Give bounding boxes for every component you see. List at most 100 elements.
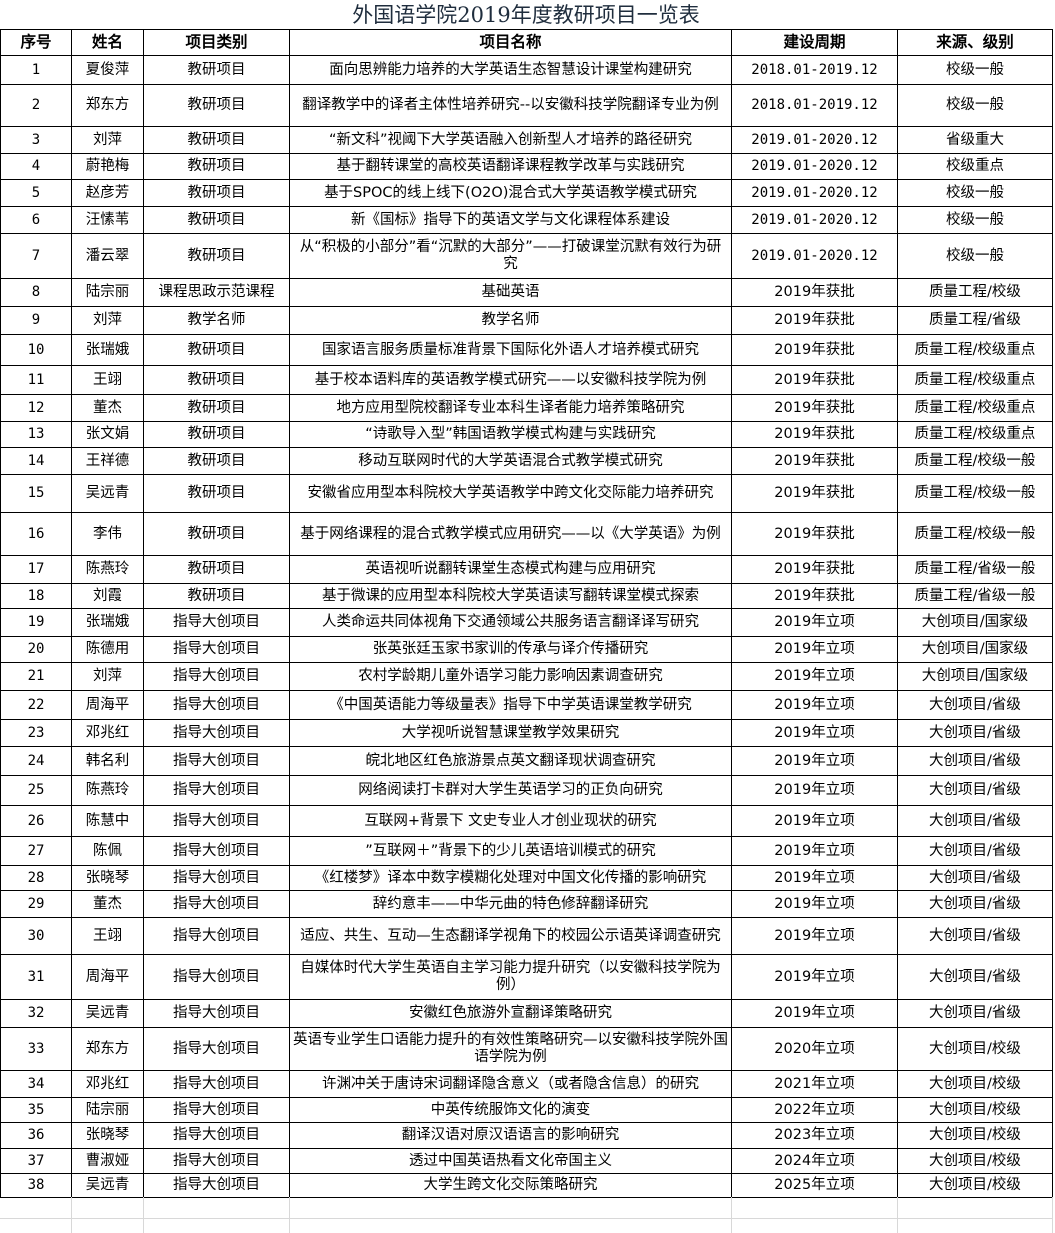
cell-name[interactable]: 刘萍 — [71, 662, 144, 691]
cell-source-level[interactable]: 大创项目/省级 — [897, 917, 1053, 955]
cell-source-level[interactable]: 质量工程/省级一般 — [897, 583, 1053, 609]
cell-category[interactable]: 指导大创项目 — [143, 890, 290, 918]
cell-source-level[interactable]: 校级重点 — [897, 153, 1053, 180]
cell-project-title[interactable]: 国家语言服务质量标准背景下国际化外语人才培养模式研究 — [289, 334, 732, 366]
cell-index[interactable]: 4 — [0, 153, 72, 180]
cell-category[interactable]: 教研项目 — [143, 179, 290, 207]
cell-name[interactable]: 吴远青 — [71, 999, 144, 1028]
header-project-title[interactable]: 项目名称 — [289, 29, 732, 56]
cell-name[interactable]: 陈燕玲 — [71, 775, 144, 806]
cell-index[interactable]: 24 — [0, 746, 72, 776]
cell-index[interactable]: 29 — [0, 890, 72, 918]
cell-project-title[interactable]: 新《国标》指导下的英语文学与文化课程体系建设 — [289, 206, 732, 234]
cell-index[interactable]: 25 — [0, 775, 72, 806]
cell-period[interactable]: 2019.01-2020.12 — [731, 179, 898, 207]
cell-category[interactable]: 指导大创项目 — [143, 775, 290, 806]
cell-index[interactable]: 16 — [0, 512, 72, 556]
header-source-level[interactable]: 来源、级别 — [897, 29, 1053, 56]
cell-project-title[interactable]: 农村学龄期儿童外语学习能力影响因素调查研究 — [289, 662, 732, 691]
cell-period[interactable]: 2019年获批 — [731, 334, 898, 366]
cell-project-title[interactable]: 面向思辨能力培养的大学英语生态智慧设计课堂构建研究 — [289, 55, 732, 85]
cell-period[interactable]: 2019年立项 — [731, 662, 898, 691]
cell-period[interactable]: 2019年获批 — [731, 447, 898, 475]
header-period[interactable]: 建设周期 — [731, 29, 898, 56]
cell-index[interactable]: 8 — [0, 278, 72, 307]
cell-period[interactable]: 2019年获批 — [731, 278, 898, 307]
cell-source-level[interactable]: 质量工程/校级一般 — [897, 447, 1053, 475]
cell-name[interactable]: 董杰 — [71, 394, 144, 422]
cell-source-level[interactable]: 大创项目/国家级 — [897, 608, 1053, 637]
cell-index[interactable]: 18 — [0, 583, 72, 609]
cell-source-level[interactable]: 质量工程/校级重点 — [897, 334, 1053, 366]
cell-category[interactable]: 教研项目 — [143, 126, 290, 154]
cell-project-title[interactable]: 中英传统服饰文化的演变 — [289, 1097, 732, 1123]
cell-project-title[interactable]: 互联网+背景下 文史专业人才创业现状的研究 — [289, 805, 732, 837]
cell-period[interactable]: 2019年立项 — [731, 746, 898, 776]
cell-period[interactable]: 2019年获批 — [731, 394, 898, 422]
cell-project-title[interactable]: ”互联网＋”背景下的少儿英语培训模式的研究 — [289, 836, 732, 866]
cell-name[interactable]: 陈佩 — [71, 836, 144, 866]
cell-period[interactable]: 2023年立项 — [731, 1122, 898, 1149]
cell-period[interactable]: 2019年立项 — [731, 636, 898, 663]
cell-category[interactable]: 教研项目 — [143, 233, 290, 279]
cell-category[interactable]: 指导大创项目 — [143, 805, 290, 837]
cell-period[interactable]: 2020年立项 — [731, 1027, 898, 1071]
cell-project-title[interactable]: 适应、共生、互动—生态翻译学视角下的校园公示语英译调查研究 — [289, 917, 732, 955]
cell-category[interactable]: 指导大创项目 — [143, 1173, 290, 1198]
cell-name[interactable]: 曹淑娅 — [71, 1148, 144, 1174]
cell-project-title[interactable]: 皖北地区红色旅游景点英文翻译现状调查研究 — [289, 746, 732, 776]
cell-index[interactable]: 36 — [0, 1122, 72, 1149]
cell-index[interactable]: 28 — [0, 865, 72, 891]
cell-name[interactable]: 王翊 — [71, 917, 144, 955]
cell-index[interactable]: 21 — [0, 662, 72, 691]
cell-category[interactable]: 教学名师 — [143, 306, 290, 335]
cell-source-level[interactable]: 校级一般 — [897, 233, 1053, 279]
cell-project-title[interactable]: 翻译汉语对原汉语语言的影响研究 — [289, 1122, 732, 1149]
cell-source-level[interactable]: 大创项目/省级 — [897, 836, 1053, 866]
cell-name[interactable]: 李伟 — [71, 512, 144, 556]
cell-index[interactable]: 3 — [0, 126, 72, 154]
cell-period[interactable]: 2019年立项 — [731, 865, 898, 891]
cell-source-level[interactable]: 大创项目/省级 — [897, 954, 1053, 1000]
cell-name[interactable]: 张瑞娥 — [71, 334, 144, 366]
cell-project-title[interactable]: 基于微课的应用型本科院校大学英语读写翻转课堂模式探索 — [289, 583, 732, 609]
cell-category[interactable]: 教研项目 — [143, 583, 290, 609]
cell-category[interactable]: 教研项目 — [143, 365, 290, 395]
cell-period[interactable]: 2019年获批 — [731, 474, 898, 513]
cell-source-level[interactable]: 质量工程/省级一般 — [897, 555, 1053, 584]
cell-category[interactable]: 教研项目 — [143, 555, 290, 584]
cell-source-level[interactable]: 大创项目/校级 — [897, 1070, 1053, 1098]
cell-category[interactable]: 指导大创项目 — [143, 999, 290, 1028]
cell-index[interactable]: 13 — [0, 421, 72, 448]
cell-category[interactable]: 指导大创项目 — [143, 836, 290, 866]
cell-period[interactable]: 2019年获批 — [731, 583, 898, 609]
cell-source-level[interactable]: 大创项目/校级 — [897, 1173, 1053, 1198]
cell-project-title[interactable]: 自媒体时代大学生英语自主学习能力提升研究（以安徽科技学院为例） — [289, 954, 732, 1000]
cell-source-level[interactable]: 大创项目/校级 — [897, 1027, 1053, 1071]
cell-index[interactable]: 9 — [0, 306, 72, 335]
cell-index[interactable]: 14 — [0, 447, 72, 475]
cell-category[interactable]: 指导大创项目 — [143, 662, 290, 691]
cell-name[interactable]: 赵彦芳 — [71, 179, 144, 207]
cell-project-title[interactable]: 翻译教学中的译者主体性培养研究--以安徽科技学院翻译专业为例 — [289, 84, 732, 127]
cell-index[interactable]: 12 — [0, 394, 72, 422]
cell-category[interactable]: 教研项目 — [143, 421, 290, 448]
cell-project-title[interactable]: 大学生跨文化交际策略研究 — [289, 1173, 732, 1198]
cell-index[interactable]: 38 — [0, 1173, 72, 1198]
cell-category[interactable]: 指导大创项目 — [143, 1097, 290, 1123]
cell-source-level[interactable]: 质量工程/校级 — [897, 278, 1053, 307]
cell-source-level[interactable]: 大创项目/省级 — [897, 890, 1053, 918]
cell-index[interactable]: 32 — [0, 999, 72, 1028]
cell-name[interactable]: 张晓琴 — [71, 865, 144, 891]
cell-name[interactable]: 韩名利 — [71, 746, 144, 776]
cell-index[interactable]: 35 — [0, 1097, 72, 1123]
cell-source-level[interactable]: 大创项目/省级 — [897, 719, 1053, 747]
cell-period[interactable]: 2024年立项 — [731, 1148, 898, 1174]
cell-project-title[interactable]: 透过中国英语热看文化帝国主义 — [289, 1148, 732, 1174]
cell-source-level[interactable]: 大创项目/省级 — [897, 999, 1053, 1028]
cell-source-level[interactable]: 大创项目/省级 — [897, 805, 1053, 837]
cell-category[interactable]: 教研项目 — [143, 474, 290, 513]
cell-period[interactable]: 2019年获批 — [731, 555, 898, 584]
cell-name[interactable]: 张晓琴 — [71, 1122, 144, 1149]
cell-name[interactable]: 陈燕玲 — [71, 555, 144, 584]
